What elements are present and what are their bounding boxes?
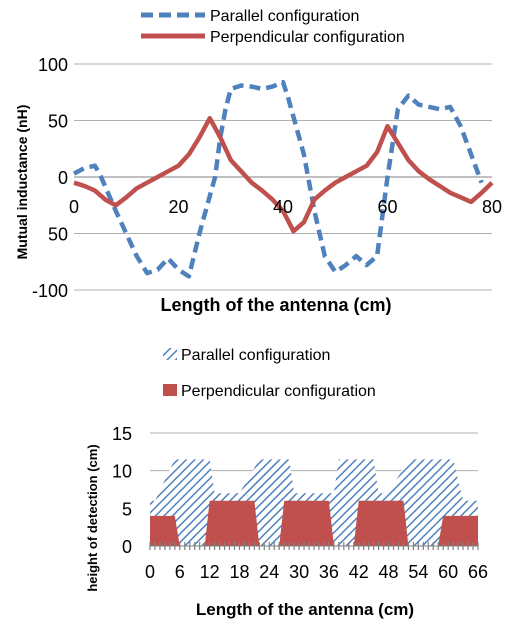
bottom-x-tick-labels: 0 6 12 18 24 30 36 42 48 54 60 66 xyxy=(145,562,488,582)
top-legend-label-parallel: Parallel configuration xyxy=(210,8,359,25)
top-series-layer xyxy=(72,79,494,279)
bottom-x-tick-label: 12 xyxy=(200,562,220,582)
bottom-y-axis-title: height of detection (cm) xyxy=(85,444,100,591)
top-x-tick-label: 40 xyxy=(273,197,293,217)
top-legend-label-perpendicular: Perpendicular configuration xyxy=(210,29,405,46)
top-x-tick-label: 0 xyxy=(69,197,79,217)
bottom-y-tick-label: 5 xyxy=(122,499,132,519)
bottom-x-axis-title: Length of the antenna (cm) xyxy=(196,600,414,619)
bottom-x-tick-label: 66 xyxy=(468,562,488,582)
top-x-tick-label: 20 xyxy=(168,197,188,217)
bottom-legend-swatch-perpendicular xyxy=(163,384,177,396)
top-y-tick-label: 50 xyxy=(48,225,68,245)
perpendicular-series-area xyxy=(150,500,478,546)
top-x-tick-label: 60 xyxy=(377,197,397,217)
top-x-tick-labels: 0 20 40 60 80 xyxy=(69,197,502,217)
bottom-x-tick-label: 42 xyxy=(349,562,369,582)
top-y-tick-label: 100 xyxy=(38,55,68,75)
bottom-x-tick-label: 18 xyxy=(229,562,249,582)
bottom-x-tick-label: 36 xyxy=(319,562,339,582)
bottom-y-tick-labels: 15 10 5 0 xyxy=(112,424,132,557)
top-legend: Parallel configuration Perpendicular con… xyxy=(141,8,405,46)
bottom-legend: Parallel configuration Perpendicular con… xyxy=(163,347,376,400)
bottom-chart: Parallel configuration Perpendicular con… xyxy=(85,347,488,619)
perpendicular-series-line xyxy=(73,115,494,234)
bottom-legend-label-perpendicular: Perpendicular configuration xyxy=(181,383,376,400)
top-x-axis-title: Length of the antenna (cm) xyxy=(161,295,392,315)
bottom-legend-swatch-parallel xyxy=(163,348,177,360)
bottom-x-tick-label: 54 xyxy=(408,562,428,582)
top-x-tick-label: 80 xyxy=(482,197,502,217)
top-y-tick-label: 0 xyxy=(58,168,68,188)
bottom-y-tick-label: 15 xyxy=(112,424,132,444)
top-y-tick-label: 50 xyxy=(48,112,68,132)
bottom-x-tick-label: 6 xyxy=(175,562,185,582)
bottom-x-axis xyxy=(149,542,479,550)
top-chart: Parallel configuration Perpendicular con… xyxy=(14,8,502,315)
top-gridlines xyxy=(74,63,492,291)
bottom-x-tick-label: 0 xyxy=(145,562,155,582)
bottom-x-tick-label: 48 xyxy=(379,562,399,582)
bottom-y-tick-label: 0 xyxy=(122,537,132,557)
bottom-x-tick-label: 24 xyxy=(259,562,279,582)
bottom-x-tick-label: 60 xyxy=(438,562,458,582)
bottom-legend-label-parallel: Parallel configuration xyxy=(181,347,330,364)
bottom-series-layer xyxy=(150,459,478,546)
top-y-tick-labels: 100 50 0 50 -100 xyxy=(32,55,68,301)
bottom-y-tick-label: 10 xyxy=(112,462,132,482)
bottom-x-tick-label: 30 xyxy=(289,562,309,582)
parallel-series-line xyxy=(72,79,484,279)
top-y-axis-title: Mutual inductance (nH) xyxy=(14,105,30,260)
top-y-tick-label: -100 xyxy=(32,281,68,301)
